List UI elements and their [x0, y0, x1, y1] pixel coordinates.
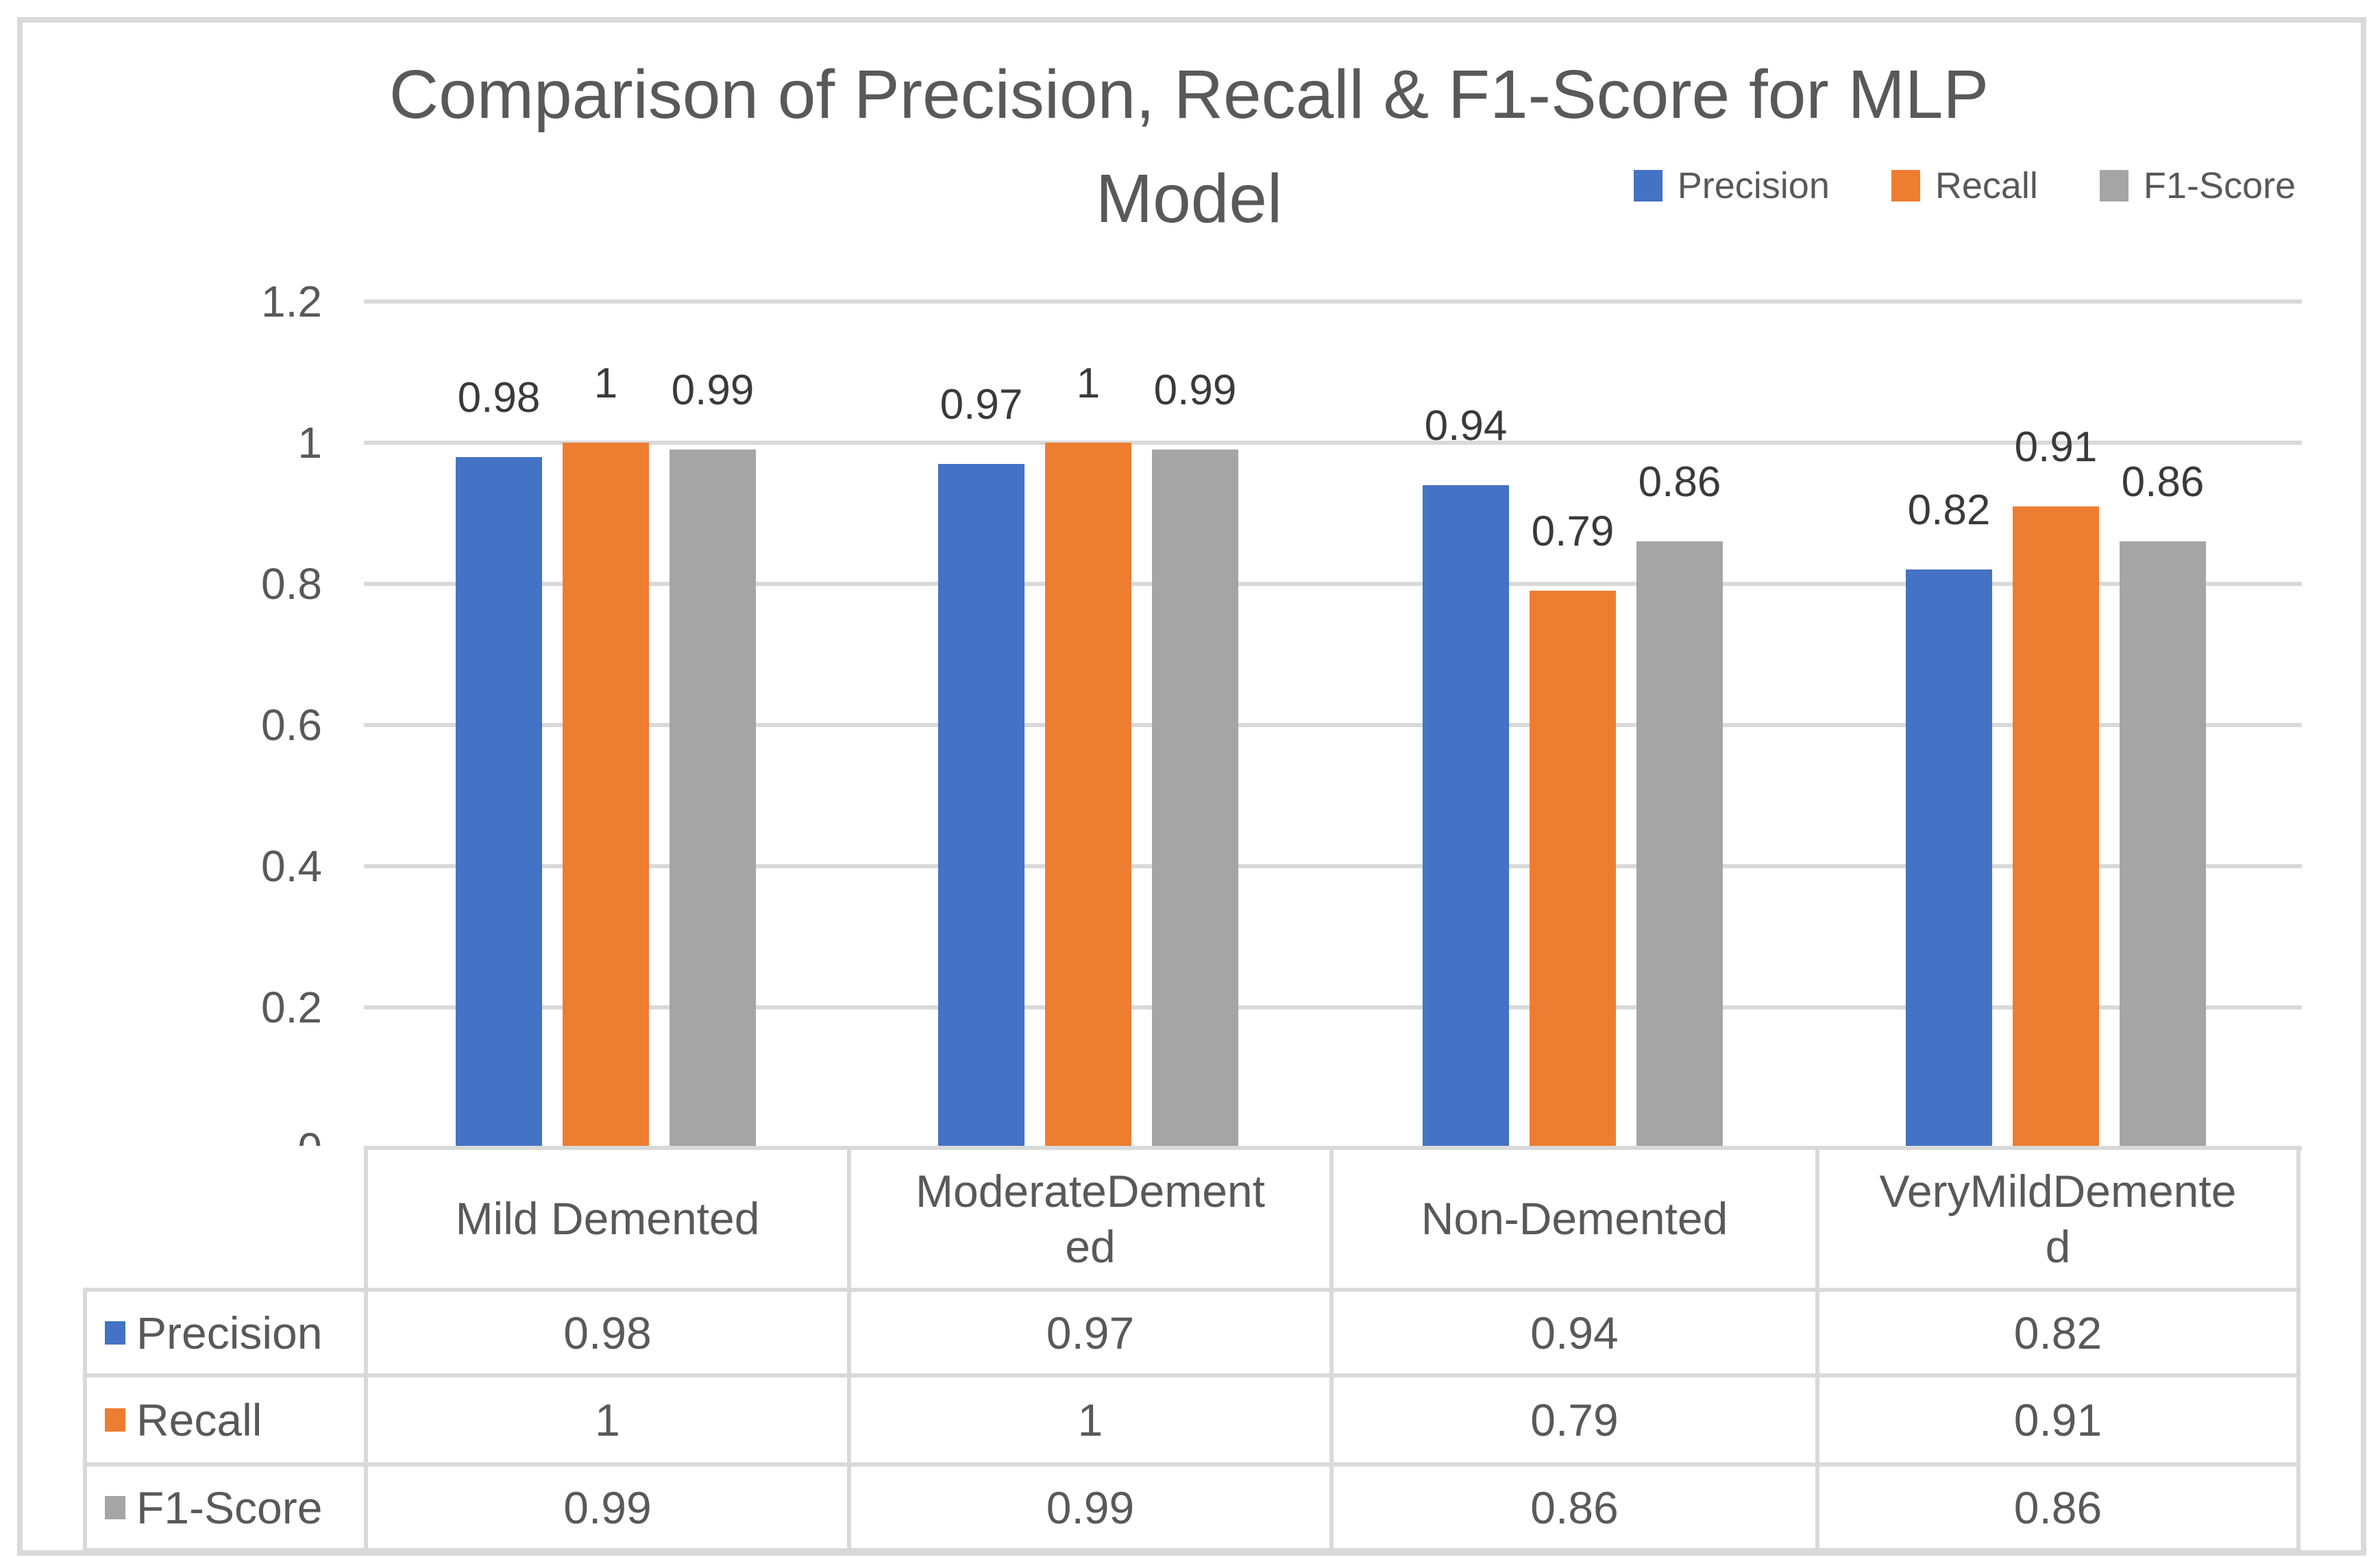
table-value-cell-f1-score-non-demented: 0.86: [1334, 1467, 1815, 1548]
recall-legend-key-icon: [1891, 170, 1920, 201]
chart-legend: Precision Recall F1-Score: [1633, 164, 2296, 207]
y-axis-tick-label: 0.2: [261, 983, 322, 1032]
data-table: Mild Demented ModerateDemented Non-Demente…: [83, 1146, 2301, 1552]
table-value-cell-precision-moderatedemented: 0.97: [851, 1292, 1329, 1373]
bar-value-label: 0.86: [1638, 458, 1721, 506]
table-header-label: ModerateDemented: [916, 1165, 1265, 1272]
bar-value-label: 1: [1076, 360, 1101, 407]
table-row-label-text: F1-Score: [136, 1482, 323, 1533]
y-axis-tick-label: 1.2: [261, 277, 322, 326]
table-row-label-recall: Recall: [87, 1377, 364, 1462]
gridline: [364, 1005, 2302, 1009]
y-axis-tick-label: 1: [297, 418, 322, 467]
table-value-cell-precision-non-demented: 0.94: [1334, 1292, 1815, 1373]
chart-title-line2: Model: [1095, 160, 1283, 237]
bar-recall-verymilddemented: [2013, 506, 2099, 1146]
bar-value-label: 0.99: [1153, 367, 1237, 414]
precision-key-icon: [105, 1321, 125, 1345]
bar-value-label: 0.94: [1424, 402, 1508, 450]
bar-value-label: 0.99: [671, 367, 755, 414]
table-value-cell-recall-moderatedemented: 1: [851, 1377, 1329, 1462]
y-axis-tick-label: 0.6: [261, 700, 322, 750]
bar-precision-non-demented: [1423, 485, 1509, 1146]
gridline: [364, 723, 2302, 727]
bar-f1-score-verymilddemented: [2120, 541, 2206, 1146]
figure-border: [17, 17, 2366, 1556]
legend-label: Precision: [1677, 165, 1830, 206]
bar-f1-score-moderatedemented: [1152, 450, 1238, 1146]
gridline: [364, 582, 2302, 586]
table-value-cell-recall-verymilddemented: 0.91: [1819, 1377, 2296, 1462]
bar-precision-mild-demented: [456, 457, 542, 1146]
bar-value-label: 0.97: [940, 381, 1023, 428]
table-value-cell-f1-score-moderatedemented: 0.99: [851, 1467, 1329, 1548]
table-value-cell-precision-verymilddemented: 0.82: [1819, 1292, 2296, 1373]
legend-item-precision: Precision: [1633, 164, 1830, 207]
bar-precision-moderatedemented: [938, 464, 1025, 1146]
bar-recall-non-demented: [1530, 591, 1616, 1146]
table-value-cell-f1-score-verymilddemented: 0.86: [1819, 1467, 2296, 1548]
bar-f1-score-mild-demented: [670, 450, 756, 1146]
chart-title: Comparison of Precision, Recall & F1-Sco…: [178, 42, 2200, 251]
legend-item-recall: Recall: [1891, 164, 2038, 207]
legend-label: F1-Score: [2143, 165, 2296, 206]
table-header-label: VeryMildDemented: [1879, 1165, 2237, 1272]
recall-key-icon: [105, 1408, 125, 1432]
table-corner-blank: [83, 1146, 364, 1288]
chart-title-line1: Comparison of Precision, Recall & F1-Sco…: [389, 56, 1989, 133]
bar-value-label: 0.82: [1907, 487, 1991, 534]
y-axis-tick-label: 0.8: [261, 559, 322, 609]
table-header-cell-verymilddemented: VeryMildDemented: [1819, 1150, 2296, 1288]
legend-item-f1-score: F1-Score: [2099, 164, 2296, 207]
gridline: [364, 441, 2302, 445]
gridline: [364, 299, 2302, 304]
bar-recall-mild-demented: [563, 443, 649, 1146]
bar-recall-moderatedemented: [1045, 443, 1131, 1146]
table-header-cell-non-demented: Non-Demented: [1334, 1150, 1815, 1288]
bar-value-label: 0.91: [2014, 424, 2098, 471]
bar-value-label: 0.86: [2121, 458, 2205, 506]
table-value-cell-f1-score-mild-demented: 0.99: [368, 1467, 847, 1548]
f1-score-legend-key-icon: [2099, 170, 2128, 201]
bar-precision-verymilddemented: [1906, 569, 1992, 1146]
table-value-cell-recall-non-demented: 0.79: [1334, 1377, 1815, 1462]
y-axis-tick-label: 0.4: [261, 842, 322, 891]
table-value-cell-precision-mild-demented: 0.98: [368, 1292, 847, 1373]
table-header-label: Non-Demented: [1421, 1193, 1728, 1245]
bar-value-label: 0.79: [1531, 508, 1615, 555]
table-row-label-text: Precision: [136, 1307, 323, 1358]
table-row-label-text: Recall: [136, 1395, 262, 1445]
f1-score-key-icon: [105, 1495, 125, 1519]
table-value-cell-recall-mild-demented: 1: [368, 1377, 847, 1462]
gridline: [364, 864, 2302, 868]
table-header-cell-moderatedemented: ModerateDemented: [851, 1150, 1329, 1288]
table-row-label-f1-score: F1-Score: [87, 1467, 364, 1548]
bar-value-label: 1: [593, 360, 618, 407]
table-header-label: Mild Demented: [455, 1193, 760, 1245]
bar-f1-score-non-demented: [1636, 541, 1723, 1146]
table-header-cell-mild-demented: Mild Demented: [368, 1150, 847, 1288]
legend-label: Recall: [1935, 165, 2038, 206]
precision-legend-key-icon: [1633, 170, 1663, 201]
bar-value-label: 0.98: [457, 374, 541, 421]
table-row-label-precision: Precision: [87, 1292, 364, 1373]
